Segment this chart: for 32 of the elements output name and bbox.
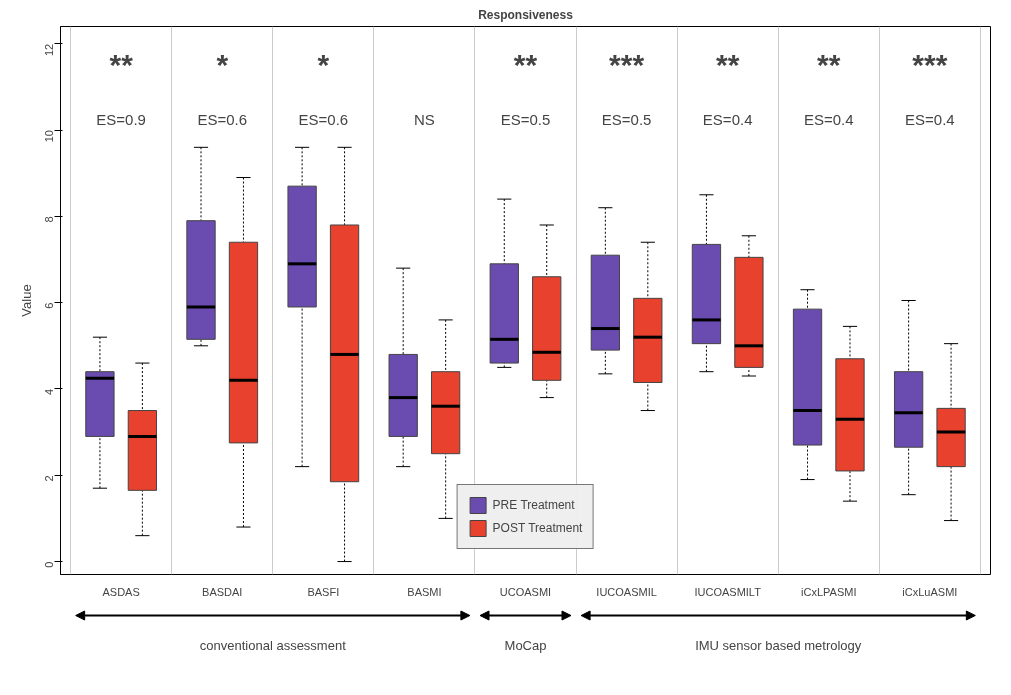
annotation: ** ES=0.4 [702, 48, 753, 129]
y-tick-label: 12 [43, 43, 56, 56]
x-tick-label: BASFI [307, 585, 340, 598]
y-tick-label: 2 [43, 475, 56, 482]
x-tick-label: BASMI [407, 585, 442, 598]
chart-title: Responsiveness [478, 7, 574, 22]
y-tick-label: 10 [43, 130, 56, 143]
x-tick-label: BASDAI [202, 585, 243, 598]
text: IMU sensor based metrology [695, 638, 862, 653]
y-axis-title: Value [18, 284, 34, 317]
annotation: ** ES=0.5 [500, 48, 551, 129]
x-tick-label: iCxLPASMI [801, 585, 857, 598]
legend-label: PRE Treatment [492, 498, 575, 512]
y-tick-label: 8 [43, 216, 56, 223]
y-tick-label: 0 [43, 561, 56, 568]
annotation: ** ES=0.9 [96, 48, 146, 129]
annotation: * ES=0.6 [197, 48, 248, 129]
x-tick-label: IUCOASMIL [596, 585, 657, 598]
x-tick-label: iCxLuASMI [902, 585, 958, 598]
x-tick-label: IUCOASMILT [694, 585, 762, 598]
text: MoCap [504, 638, 547, 653]
annotation: ** ES=0.4 [803, 48, 854, 129]
x-tick-label: UCOASMI [499, 585, 552, 598]
annotation: *** ES=0.4 [905, 48, 955, 129]
y-tick-label: 6 [43, 302, 56, 309]
annotation: * ES=0.6 [298, 48, 349, 129]
text: conventional assessment [199, 638, 347, 653]
annotation: *** ES=0.5 [601, 48, 652, 129]
x-tick-label: ASDAS [102, 585, 140, 598]
y-tick-label: 4 [43, 388, 56, 396]
annotation: NS [413, 111, 435, 129]
legend-label: POST Treatment [492, 521, 583, 535]
